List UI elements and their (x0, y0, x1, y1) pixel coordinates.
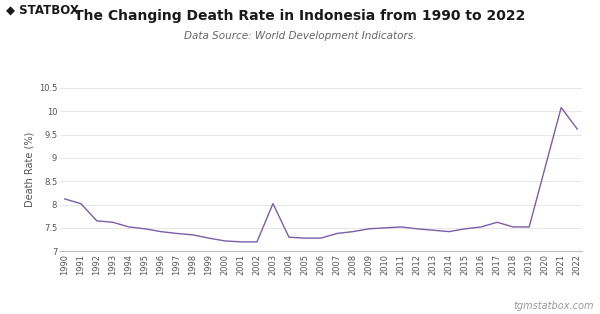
Text: ◆ STATBOX: ◆ STATBOX (6, 3, 79, 16)
Text: The Changing Death Rate in Indonesia from 1990 to 2022: The Changing Death Rate in Indonesia fro… (74, 9, 526, 24)
Text: Data Source: World Development Indicators.: Data Source: World Development Indicator… (184, 31, 416, 41)
Y-axis label: Death Rate (%): Death Rate (%) (25, 132, 35, 207)
Text: tgmstatbox.com: tgmstatbox.com (514, 301, 594, 311)
